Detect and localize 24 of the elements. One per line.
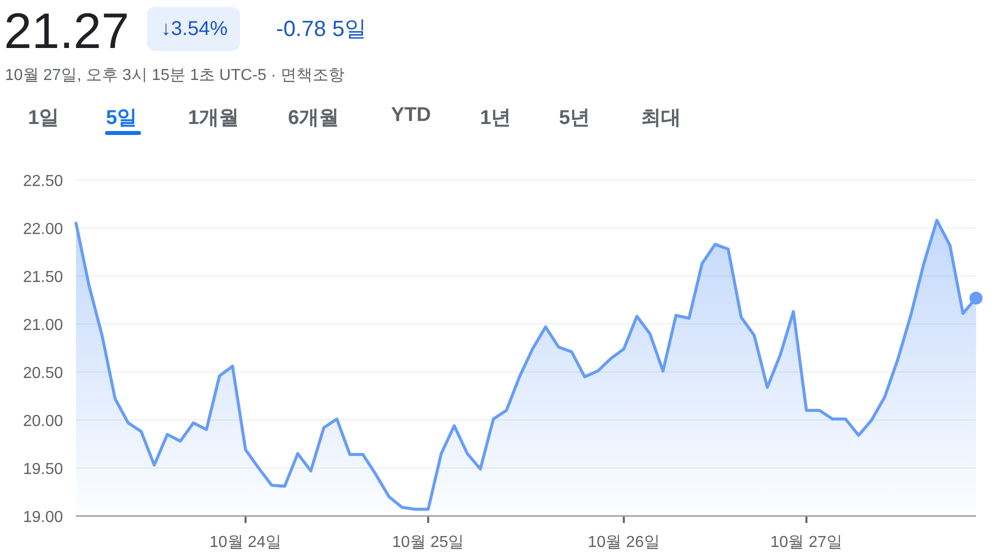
chart-title: 21.27 xyxy=(4,2,130,60)
x-tick-label: 10월 26일 xyxy=(588,534,660,551)
x-tick-label: 10월 24일 xyxy=(210,534,282,551)
text: 6개월 xyxy=(288,106,340,131)
y-tick-label: 20.50 xyxy=(22,365,64,382)
y-tick-label: 22.00 xyxy=(22,221,64,238)
text: -0.78 5일 xyxy=(276,15,366,43)
y-tick-label: 21.50 xyxy=(22,269,64,286)
text: 최대 xyxy=(641,106,681,131)
text: 5일 xyxy=(106,106,138,131)
text: ↓3.54% xyxy=(147,7,240,51)
y-tick-label: 19.50 xyxy=(22,461,64,478)
text: 1년 xyxy=(480,106,512,131)
x-tick-label: 10월 27일 xyxy=(770,534,842,551)
text: 5년 xyxy=(559,106,590,131)
y-tick-label: 19.00 xyxy=(22,509,64,526)
chart-subtitle: 10월 27일, 오후 3시 15분 1초 UTC-5 · 면책조항 xyxy=(5,66,345,86)
text: YTD xyxy=(391,104,431,127)
text: 1개월 xyxy=(188,106,240,131)
text: 1일 xyxy=(28,106,60,131)
y-tick-label: 21.00 xyxy=(22,317,64,334)
y-tick-label: 22.50 xyxy=(22,173,64,190)
x-tick-label: 10월 25일 xyxy=(392,534,464,551)
y-tick-label: 20.00 xyxy=(22,413,64,430)
